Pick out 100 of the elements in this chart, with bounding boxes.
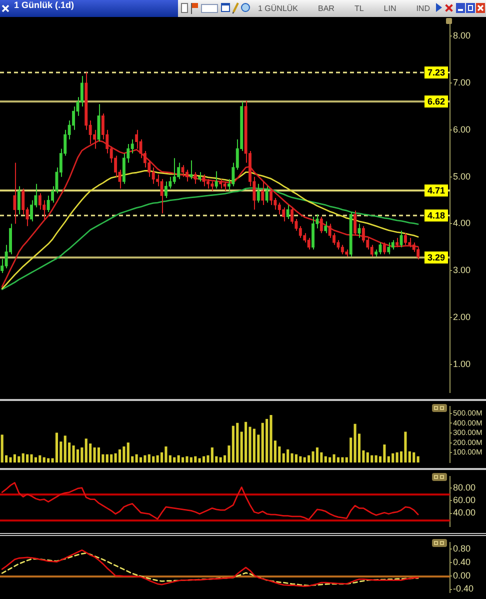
bar <box>336 457 340 462</box>
bar <box>22 453 24 462</box>
y-tick-label: 4.00 <box>453 218 471 228</box>
bar <box>396 452 398 462</box>
bar <box>341 457 344 462</box>
y-tick-label: 0.80 <box>453 544 471 554</box>
bar <box>110 454 113 462</box>
bar <box>366 452 369 462</box>
bar <box>236 422 239 462</box>
bar <box>387 456 390 462</box>
bar <box>34 457 37 462</box>
bar <box>416 456 420 462</box>
bar <box>106 454 108 462</box>
y-tick-label: 3.00 <box>453 265 471 276</box>
bar <box>9 457 12 462</box>
text: 1 GÜNLÜK <box>258 4 298 13</box>
bar <box>173 457 176 462</box>
bar <box>26 454 29 462</box>
bar <box>350 438 352 462</box>
y-tick-label: 6.00 <box>453 124 471 134</box>
bar <box>177 455 180 462</box>
text: LIN <box>384 4 396 13</box>
y-tick-label: 8.00 <box>453 30 471 41</box>
bar <box>13 454 16 462</box>
bar <box>164 446 168 462</box>
bar <box>219 457 222 462</box>
bar <box>332 454 336 462</box>
ref-line-label: 6.62 <box>427 96 446 106</box>
bar <box>76 449 80 462</box>
bar <box>266 418 268 462</box>
bar <box>286 449 290 462</box>
bar <box>282 453 285 462</box>
bar <box>55 432 58 462</box>
y-tick-label: 40.00 <box>453 508 476 518</box>
bar <box>144 455 146 462</box>
bar <box>156 455 159 462</box>
bar <box>30 454 33 462</box>
bar <box>354 424 356 462</box>
bar <box>0 434 4 462</box>
bar <box>126 442 130 462</box>
bar <box>299 456 302 462</box>
bar <box>80 447 84 462</box>
bar <box>308 455 310 462</box>
y-tick-label: 2.00 <box>453 312 471 322</box>
y-tick-label: 1.00 <box>453 358 471 369</box>
text: IND <box>416 4 430 13</box>
bar <box>114 453 117 462</box>
bar <box>232 426 234 462</box>
y-tick-label: 0.40 <box>453 556 471 567</box>
bar <box>270 415 272 462</box>
bar <box>135 454 138 462</box>
y-tick-label: 0.00 <box>453 570 471 580</box>
bar <box>194 456 197 462</box>
ref-line-label: 4.18 <box>427 210 446 220</box>
bar <box>97 447 100 462</box>
bar <box>168 455 172 462</box>
bar <box>84 438 88 462</box>
bar <box>42 457 46 462</box>
bar <box>370 455 374 462</box>
ref-line-label: 3.29 <box>427 252 446 262</box>
bar <box>412 452 416 462</box>
ref-line-label: 4.71 <box>427 185 446 196</box>
bar <box>202 456 206 462</box>
ref-line-label: 7.23 <box>427 67 446 78</box>
bar <box>374 455 378 462</box>
y-tick-label: 7.00 <box>453 78 471 88</box>
bar <box>122 446 126 462</box>
bar <box>252 428 256 462</box>
bar <box>186 456 188 462</box>
bar <box>190 457 192 462</box>
bar <box>148 454 150 462</box>
text: BAR <box>318 4 334 13</box>
bar <box>408 451 411 462</box>
bar <box>38 455 42 462</box>
bar <box>47 458 50 462</box>
y-tick-label: 5.00 <box>453 171 471 182</box>
bar <box>312 451 314 462</box>
chart-title: 1 Günlük (.1d) <box>14 0 74 12</box>
text: TL <box>354 4 364 13</box>
bar <box>324 456 327 462</box>
bar <box>383 444 386 462</box>
bar <box>261 422 264 462</box>
y-tick-label: 60.00 <box>453 495 476 506</box>
y-tick-label: -0.40 <box>453 584 474 594</box>
bar <box>152 456 155 462</box>
bar <box>139 457 142 462</box>
bar <box>72 445 75 462</box>
bar <box>294 454 298 462</box>
bar <box>93 447 96 462</box>
bar <box>328 457 332 462</box>
bar <box>198 458 201 462</box>
bar <box>182 457 184 462</box>
bar <box>210 447 214 462</box>
bar <box>290 453 294 462</box>
bar <box>244 422 248 462</box>
bar <box>118 449 122 462</box>
bar <box>64 436 66 462</box>
bar <box>404 432 407 462</box>
y-tick-label: 80.00 <box>453 482 476 492</box>
bar <box>392 453 394 462</box>
